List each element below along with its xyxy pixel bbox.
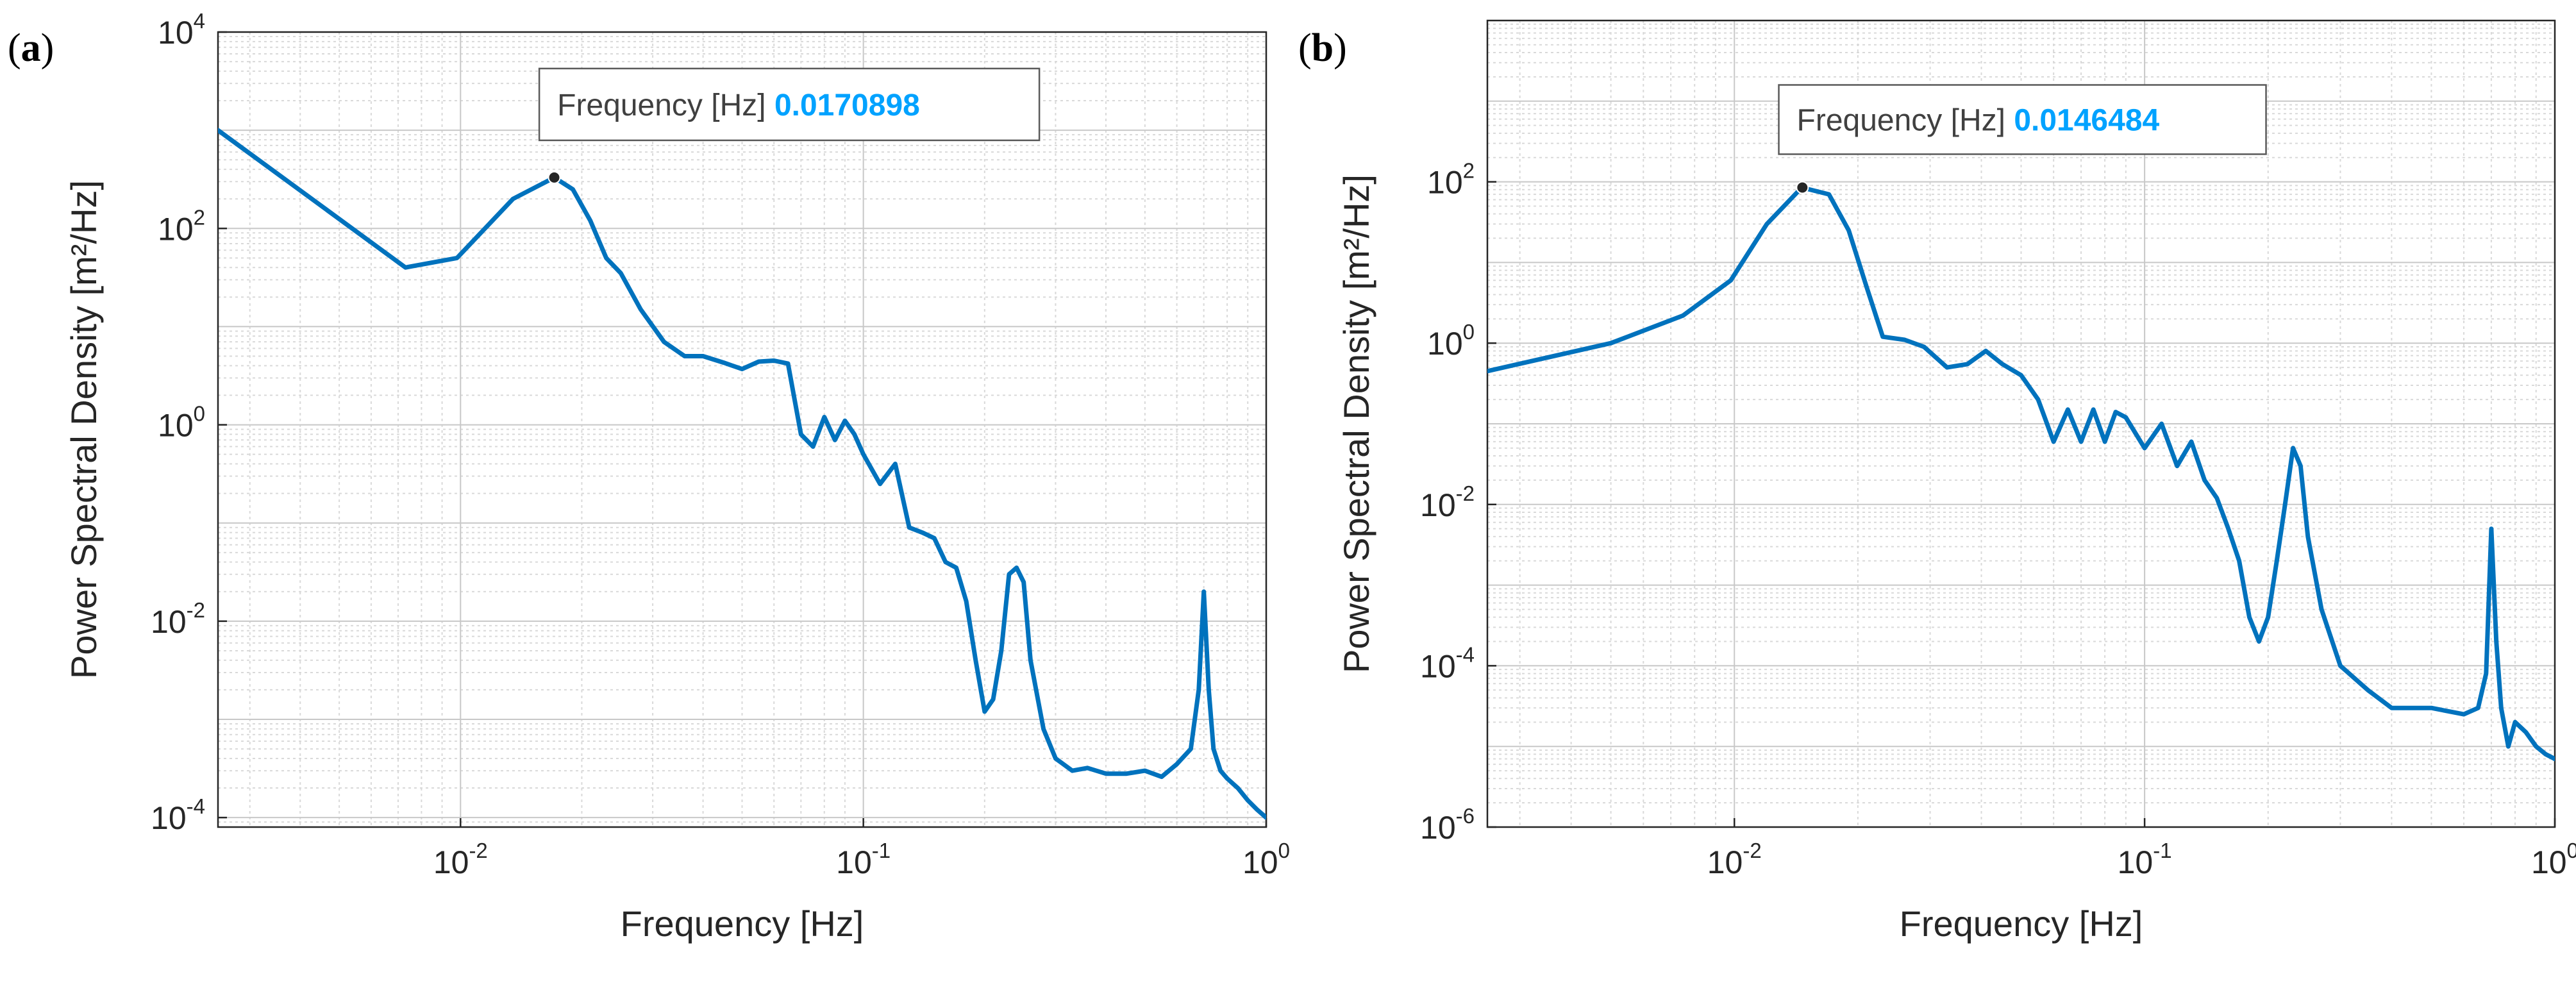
datatip-label: Frequency [Hz] 0.0170898 xyxy=(557,88,920,122)
tick-base: 10 xyxy=(2531,844,2567,880)
datatip-value: 0.0170898 xyxy=(774,88,920,122)
tick-exponent: -6 xyxy=(1456,804,1475,828)
tick-base: 10 xyxy=(151,604,187,640)
y-tick-label: 10-4 xyxy=(151,794,205,836)
panel-label-open: ( xyxy=(8,26,21,70)
tick-exponent: -2 xyxy=(1743,839,1761,862)
y-tick-label: 100 xyxy=(158,402,205,444)
panel-label-letter: a xyxy=(21,26,41,70)
x-tick-label: 100 xyxy=(1242,839,1290,880)
x-tick-label: 10-1 xyxy=(836,839,891,880)
y-tick-label: 10-2 xyxy=(1420,481,1475,523)
tick-base: 10 xyxy=(1427,326,1463,362)
panel-label: (b) xyxy=(1298,26,1347,70)
tick-exponent: 0 xyxy=(2567,839,2576,862)
datatip-value: 0.0146484 xyxy=(2014,103,2159,137)
tick-base: 10 xyxy=(158,15,194,51)
tick-base: 10 xyxy=(2118,844,2154,880)
tick-base: 10 xyxy=(1420,810,1456,846)
y-tick-label: 10-6 xyxy=(1420,804,1475,846)
axes-box xyxy=(1486,19,2556,828)
y-axis-title: Power Spectral Density [m²/Hz] xyxy=(1336,174,1376,673)
tick-exponent: 0 xyxy=(1463,320,1475,344)
panel-label: (a) xyxy=(8,26,54,70)
panel-label-letter: b xyxy=(1312,26,1334,70)
minor-grid xyxy=(218,32,1266,827)
tick-base: 10 xyxy=(151,800,187,836)
tick-exponent: 2 xyxy=(194,205,205,229)
y-tick-label: 10-4 xyxy=(1420,642,1475,684)
tick-base: 10 xyxy=(1707,844,1743,880)
datatip-marker xyxy=(1796,181,1809,194)
x-tick-label: 10-2 xyxy=(1707,839,1762,880)
y-tick-label: 104 xyxy=(158,9,205,51)
tick-base: 10 xyxy=(1242,844,1278,880)
datatip-box xyxy=(1778,84,2267,155)
x-tick-label: 10-1 xyxy=(2118,839,2172,880)
y-axis-title: Power Spectral Density [m²/Hz] xyxy=(63,180,104,679)
axes-box xyxy=(217,31,1267,828)
x-tick-label: 10-2 xyxy=(433,839,488,880)
tick-exponent: -1 xyxy=(2153,839,2171,862)
tick-exponent: -4 xyxy=(187,794,205,818)
datatip-box xyxy=(538,67,1041,142)
x-axis-title: Frequency [Hz] xyxy=(1900,903,2143,944)
y-tick-label: 102 xyxy=(1427,159,1475,201)
tick-base: 10 xyxy=(1420,648,1456,684)
series-line xyxy=(1487,185,2555,762)
panel-label-close: ) xyxy=(41,26,54,70)
tick-base: 10 xyxy=(158,211,194,247)
datatip-label: Frequency [Hz] 0.0146484 xyxy=(1797,103,2160,137)
tick-exponent: -2 xyxy=(1456,481,1475,505)
tick-base: 10 xyxy=(433,844,469,880)
y-tick-label: 100 xyxy=(1427,320,1475,362)
tick-exponent: 0 xyxy=(194,402,205,426)
x-tick-label: 100 xyxy=(2531,839,2576,880)
tick-exponent: -2 xyxy=(469,839,487,862)
y-tick-label: 10-2 xyxy=(151,598,205,640)
tick-exponent: 0 xyxy=(1278,839,1290,862)
series-line xyxy=(218,128,1266,820)
tick-exponent: -2 xyxy=(187,598,205,622)
tick-base: 10 xyxy=(1420,487,1456,523)
tick-exponent: 4 xyxy=(194,9,205,33)
datatip-marker xyxy=(548,171,561,184)
tick-base: 10 xyxy=(836,844,872,880)
tick-exponent: -1 xyxy=(872,839,891,862)
y-tick-label: 102 xyxy=(158,205,205,247)
tick-base: 10 xyxy=(158,408,194,444)
tick-base: 10 xyxy=(1427,165,1463,201)
panel-label-open: ( xyxy=(1298,26,1312,70)
tick-exponent: 2 xyxy=(1463,159,1475,183)
x-axis-title: Frequency [Hz] xyxy=(621,903,864,944)
panel-label-close: ) xyxy=(1334,26,1347,70)
tick-exponent: -4 xyxy=(1456,642,1475,666)
